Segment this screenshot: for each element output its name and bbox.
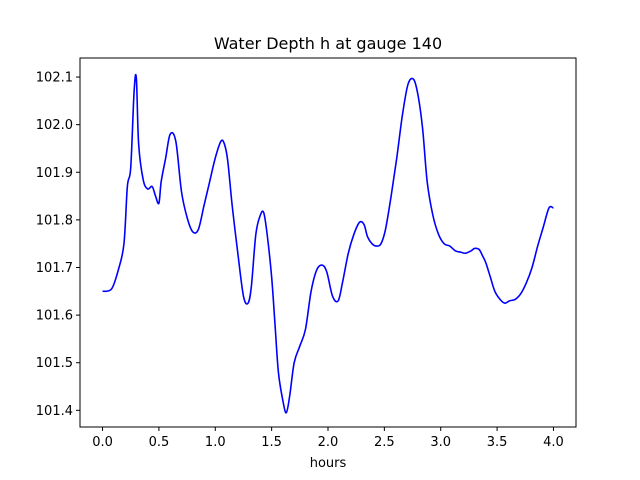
y-axis: 101.4 101.5 101.6 101.7 101.8 101.9 102.0 102.1 bbox=[36, 71, 80, 419]
x-tick-label: 3.0 bbox=[430, 435, 451, 450]
y-tick-label: 102.0 bbox=[36, 118, 73, 133]
x-tick-label: 4.0 bbox=[543, 435, 564, 450]
series-line-0 bbox=[102, 73, 554, 414]
x-axis-label: hours bbox=[310, 456, 347, 471]
y-tick-label: 101.4 bbox=[36, 404, 73, 419]
y-tick-label: 101.6 bbox=[36, 309, 73, 324]
x-axis: 0.0 0.5 1.0 1.5 2.0 2.5 3.0 3.5 4.0 bbox=[92, 427, 564, 450]
x-tick-label: 0.0 bbox=[92, 435, 113, 450]
x-tick-label: 2.5 bbox=[374, 435, 395, 450]
plot-frame bbox=[79, 57, 577, 428]
x-tick-label: 3.5 bbox=[487, 435, 508, 450]
y-tick-label: 101.5 bbox=[36, 356, 73, 371]
y-tick-label: 101.9 bbox=[36, 166, 73, 181]
x-tick-label: 1.0 bbox=[205, 435, 226, 450]
y-tick-label: 102.1 bbox=[36, 71, 73, 86]
y-tick-label: 101.7 bbox=[36, 261, 73, 276]
x-tick-label: 1.5 bbox=[261, 435, 282, 450]
x-tick-label: 0.5 bbox=[149, 435, 170, 450]
chart-title: Water Depth h at gauge 140 bbox=[214, 34, 442, 53]
y-tick-label: 101.8 bbox=[36, 213, 73, 228]
plot-area bbox=[102, 73, 554, 414]
x-tick-label: 2.0 bbox=[318, 435, 339, 450]
